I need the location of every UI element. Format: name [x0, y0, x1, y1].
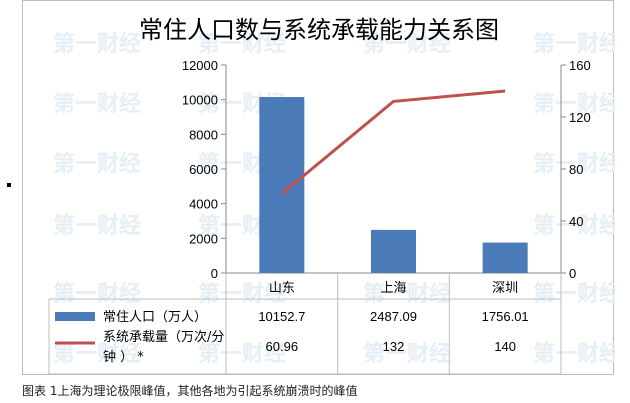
legend-swatch-bar	[55, 312, 95, 321]
chart-title: 常住人口数与系统承载能力关系图	[139, 16, 499, 44]
bar-1	[259, 97, 305, 273]
bar-series	[259, 97, 528, 273]
watermark-logo: 第一财经	[53, 31, 141, 57]
data-label-line: 60.96	[266, 339, 299, 354]
watermark-logo: 第一财经	[198, 31, 286, 57]
x-tick-label: 上海	[380, 281, 406, 296]
figure-caption: 图表 1上海为理论极限峰值，其他各地为引起系统崩溃时的峰值	[22, 384, 358, 398]
data-label-line: 140	[494, 339, 516, 354]
x-tick-label: 山东	[269, 281, 295, 296]
data-label-bar: 1756.01	[482, 309, 529, 324]
list-bullet	[7, 183, 11, 187]
y-left-tick-label: 6000	[189, 162, 218, 177]
y-left-tick-label: 10000	[182, 93, 218, 108]
legend-label-line-continued: 钟 ） *	[103, 349, 144, 365]
watermark-logo: 第一财经	[533, 341, 615, 367]
legend-label-line: 系统承载量（万次/分	[103, 329, 224, 345]
watermark-logo: 第一财经	[53, 341, 141, 367]
y-left-tick-label: 0	[211, 266, 218, 281]
data-label-line: 132	[383, 339, 405, 354]
y-right-tick-label: 160	[569, 58, 591, 73]
watermark-logo: 第一财经	[533, 281, 615, 307]
data-label-bar: 2487.09	[370, 309, 417, 324]
series-line	[280, 89, 506, 195]
watermark-logo: 第一财经	[533, 31, 615, 57]
watermark-logo: 第一财经	[533, 91, 615, 117]
x-tick-label: 深圳	[492, 281, 518, 296]
watermark-logo: 第一财经	[198, 341, 286, 367]
data-label-bar: 10152.7	[258, 309, 305, 324]
watermark-logo: 第一财经	[53, 91, 141, 117]
watermark-logo: 第一财经	[198, 281, 286, 307]
y-left-tick-label: 12000	[182, 58, 218, 73]
y-left-tick-label: 2000	[189, 231, 218, 246]
watermark-logo: 第一财经	[53, 151, 141, 177]
y-left-tick-label: 8000	[189, 127, 218, 142]
watermark-logo: 第一财经	[363, 341, 451, 367]
y-right-tick-label: 0	[569, 266, 576, 281]
axes: 0 2000 4000 6000 8000 10000 12000 0 40 80 120 160	[182, 58, 591, 281]
chart-frame: 第一财经 第一财经 第一财经 第一财经 第一财经 第一财经 第一财经 第一财经 第一财经 第一财经…	[22, 0, 615, 375]
watermark-logo: 第一财经	[533, 151, 615, 177]
line-series	[280, 89, 506, 195]
bar-3	[482, 242, 528, 273]
watermark-logo: 第一财经	[363, 31, 451, 57]
watermark-logo: 第一财经	[363, 281, 451, 307]
y-left-tick-label: 4000	[189, 197, 218, 212]
watermark-logo: 第一财经	[53, 281, 141, 307]
y-right-tick-label: 40	[569, 214, 583, 229]
legend-label-bar: 常住人口（万人）	[103, 310, 207, 325]
y-right-tick-label: 80	[569, 162, 583, 177]
watermark-logo: 第一财经	[533, 213, 615, 239]
bar-2	[371, 229, 416, 273]
y-right-tick-label: 120	[569, 110, 591, 125]
watermark-logo: 第一财经	[53, 213, 141, 239]
